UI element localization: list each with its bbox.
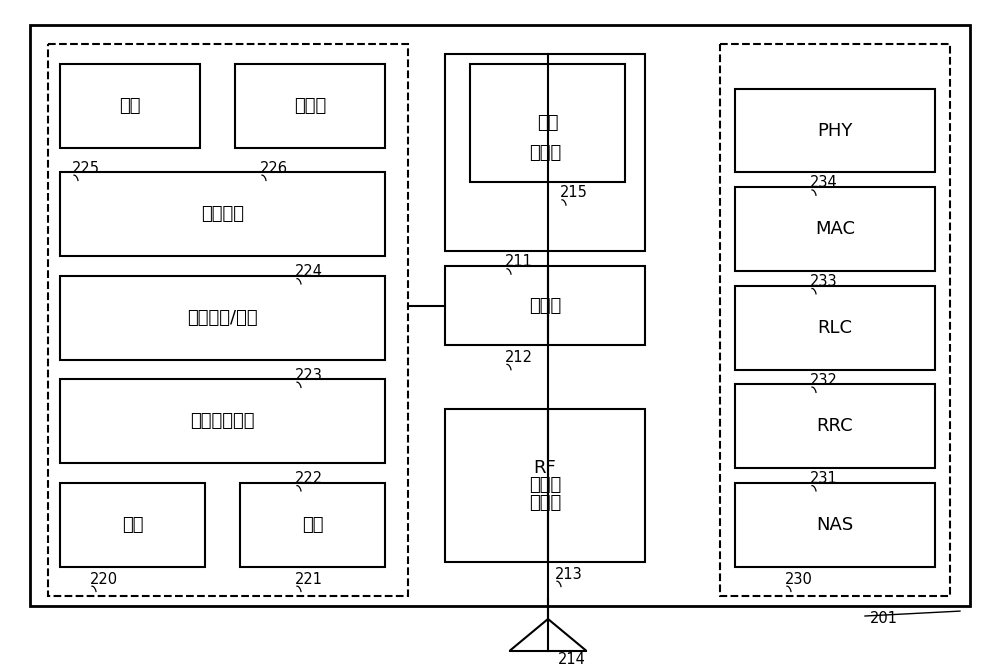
Text: 存储器: 存储器: [529, 144, 561, 162]
Text: 225: 225: [72, 161, 100, 176]
Bar: [720, 44, 950, 596]
Text: 212: 212: [505, 350, 533, 365]
Text: 220: 220: [90, 572, 118, 587]
Bar: [30, 25, 970, 606]
Text: 小区选择/重选: 小区选择/重选: [187, 309, 258, 327]
Text: 时钟: 时钟: [119, 97, 141, 115]
Text: 寻呼控制: 寻呼控制: [201, 205, 244, 223]
Bar: [735, 286, 935, 369]
Bar: [60, 173, 385, 256]
Text: RF: RF: [534, 459, 556, 477]
Text: 222: 222: [295, 471, 323, 486]
Text: 224: 224: [295, 264, 323, 279]
Bar: [735, 483, 935, 567]
Text: 233: 233: [810, 274, 838, 289]
Bar: [240, 483, 385, 567]
Text: 213: 213: [555, 567, 583, 582]
Text: MAC: MAC: [815, 220, 855, 238]
Bar: [735, 187, 935, 271]
Text: 221: 221: [295, 572, 323, 587]
Bar: [735, 385, 935, 468]
Bar: [60, 64, 200, 148]
Text: RLC: RLC: [818, 318, 852, 337]
Bar: [445, 266, 645, 345]
Bar: [470, 64, 625, 183]
Text: 发送器: 发送器: [529, 476, 561, 494]
Text: 232: 232: [810, 373, 838, 387]
Bar: [445, 409, 645, 562]
Text: 234: 234: [810, 175, 838, 191]
Text: 231: 231: [810, 471, 838, 486]
Text: 配置: 配置: [122, 516, 143, 534]
Text: RRC: RRC: [817, 417, 853, 436]
Bar: [60, 483, 205, 567]
Bar: [235, 64, 385, 148]
Text: 226: 226: [260, 161, 288, 176]
Text: 211: 211: [505, 254, 533, 270]
Text: 测量: 测量: [302, 516, 323, 534]
Text: PHY: PHY: [817, 122, 853, 140]
Text: 201: 201: [870, 611, 898, 626]
Text: NAS: NAS: [816, 516, 854, 534]
Text: 223: 223: [295, 368, 323, 383]
Bar: [445, 54, 645, 252]
Text: 214: 214: [558, 652, 586, 668]
Text: 定时器: 定时器: [294, 97, 326, 115]
Text: 215: 215: [560, 185, 588, 200]
Text: 程序: 程序: [537, 114, 558, 132]
Bar: [60, 379, 385, 463]
Text: 接收器: 接收器: [529, 494, 561, 512]
Bar: [60, 276, 385, 360]
Text: 休眠模式控制: 休眠模式控制: [190, 412, 255, 430]
Text: 处理器: 处理器: [529, 296, 561, 314]
Bar: [48, 44, 408, 596]
Text: 230: 230: [785, 572, 813, 587]
Bar: [735, 89, 935, 173]
